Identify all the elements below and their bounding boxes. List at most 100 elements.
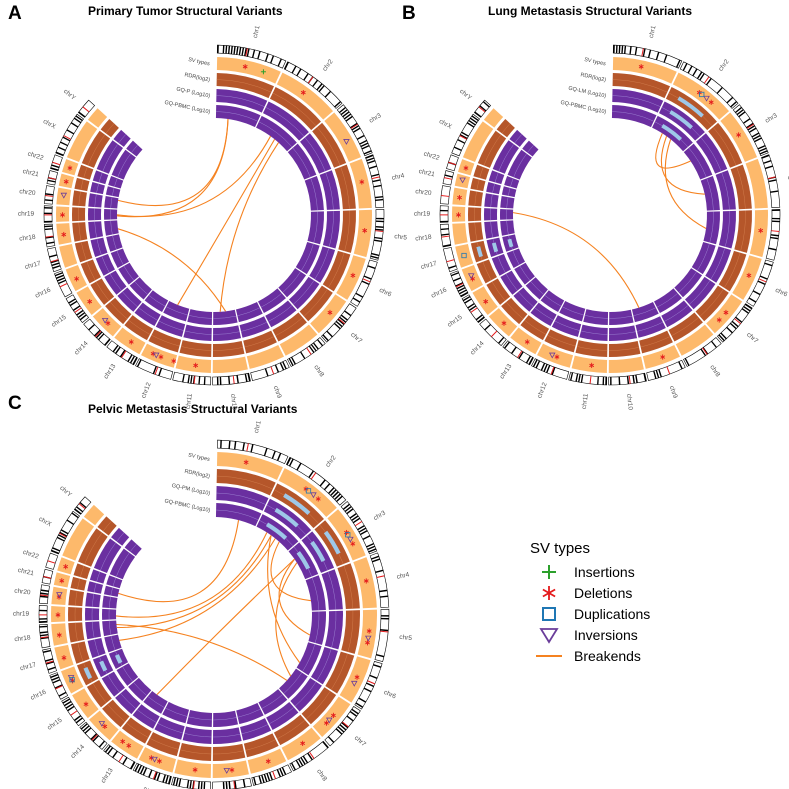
centromere bbox=[309, 751, 315, 759]
band bbox=[466, 122, 475, 128]
band bbox=[758, 147, 767, 152]
inversion-marker-chr20 bbox=[60, 192, 68, 199]
band bbox=[222, 45, 225, 54]
deletion-marker-chr7 bbox=[327, 309, 333, 316]
band bbox=[440, 209, 449, 212]
track-signal bbox=[710, 248, 726, 280]
gq-track-sample-chr1 bbox=[216, 486, 269, 511]
track-signal bbox=[609, 331, 636, 335]
deletion-marker-chr7 bbox=[723, 309, 729, 316]
band bbox=[40, 589, 49, 592]
track-signal bbox=[91, 621, 95, 639]
band bbox=[220, 440, 222, 449]
band bbox=[367, 545, 376, 551]
band bbox=[761, 154, 770, 159]
deletion-marker-chr12 bbox=[158, 354, 164, 360]
band bbox=[172, 777, 177, 786]
chromosome-label-chr8: chr8 bbox=[312, 364, 325, 379]
band bbox=[69, 300, 78, 307]
band bbox=[444, 174, 453, 178]
band bbox=[308, 345, 315, 353]
ideogram-chr11 bbox=[568, 371, 608, 386]
band bbox=[355, 292, 364, 298]
band bbox=[361, 280, 370, 286]
track-signal bbox=[96, 183, 99, 193]
gq-track-sample-chr10 bbox=[609, 325, 638, 341]
duplication-highlight-chr2 bbox=[265, 522, 288, 540]
band bbox=[203, 376, 206, 385]
chromosome-label-chr9: chr9 bbox=[668, 385, 679, 400]
deletion-marker-chr6 bbox=[354, 674, 360, 680]
chromosome-label-chr22: chr22 bbox=[423, 150, 441, 162]
band bbox=[51, 549, 60, 555]
band bbox=[453, 277, 461, 282]
band bbox=[40, 592, 49, 595]
band bbox=[352, 297, 361, 303]
panel-letter-c: C bbox=[8, 393, 22, 414]
band bbox=[759, 275, 768, 280]
centromere bbox=[44, 214, 53, 216]
duplication-highlight-chr3 bbox=[310, 540, 326, 563]
ideogram-chr17 bbox=[47, 247, 62, 273]
band bbox=[339, 724, 347, 731]
band bbox=[134, 763, 140, 772]
duplication-highlight-chr2 bbox=[669, 110, 693, 130]
centromere bbox=[43, 575, 52, 579]
legend-item-breakends: Breakends bbox=[528, 645, 650, 666]
inversion-marker-chr21 bbox=[459, 177, 466, 184]
band bbox=[178, 778, 182, 787]
band bbox=[76, 309, 84, 316]
chromosome-chr7: chr7 bbox=[279, 668, 367, 748]
legend-label-deletions: Deletions bbox=[574, 584, 633, 601]
band bbox=[471, 115, 479, 122]
band bbox=[244, 373, 248, 382]
rdr-track-chr6 bbox=[322, 250, 351, 292]
deletion-marker-chr14 bbox=[105, 320, 111, 326]
band bbox=[45, 661, 54, 665]
track-signal bbox=[501, 123, 511, 134]
track-signal bbox=[301, 243, 314, 271]
chromosome-label-chr11: chr11 bbox=[581, 393, 590, 410]
ideogram-chr19 bbox=[38, 605, 48, 623]
band bbox=[764, 262, 773, 267]
duplication-marker-chr16 bbox=[69, 677, 75, 683]
band bbox=[351, 125, 360, 131]
track-signal bbox=[706, 178, 714, 211]
legend-item-duplications: Duplications bbox=[528, 603, 650, 624]
band bbox=[362, 535, 371, 540]
chromosome-label-chr19: chr19 bbox=[414, 211, 431, 218]
track-signal bbox=[77, 578, 81, 590]
rdr-track-chr5 bbox=[341, 610, 360, 654]
track-signal bbox=[84, 532, 103, 565]
inversion-marker-chr3 bbox=[343, 139, 350, 145]
band bbox=[290, 762, 296, 771]
band bbox=[352, 127, 361, 133]
chromosome-label-chr10: chr10 bbox=[229, 394, 238, 411]
band bbox=[613, 45, 615, 54]
track-signal bbox=[328, 211, 334, 247]
band bbox=[682, 63, 688, 71]
track-signal bbox=[736, 166, 746, 209]
deletion-marker-chr5 bbox=[758, 228, 764, 234]
band bbox=[296, 68, 302, 77]
inversion-marker-chr10 bbox=[223, 768, 231, 774]
band bbox=[551, 367, 556, 376]
band bbox=[310, 344, 317, 352]
band bbox=[98, 740, 106, 748]
band bbox=[626, 375, 630, 385]
band bbox=[228, 440, 231, 449]
chromosome-label-chrY: chrY bbox=[458, 88, 473, 102]
band bbox=[621, 45, 624, 54]
centromere bbox=[380, 630, 389, 633]
sv-track-chr2 bbox=[276, 72, 334, 120]
band bbox=[345, 115, 353, 122]
band bbox=[482, 101, 490, 108]
centromere bbox=[232, 375, 235, 384]
sv-track-chr3 bbox=[324, 112, 362, 162]
band bbox=[39, 625, 48, 628]
band bbox=[92, 735, 99, 742]
track-label-0: SV types bbox=[584, 57, 607, 67]
band bbox=[44, 212, 53, 215]
chromosome-chr19: chr19 bbox=[414, 205, 514, 223]
rdr-track-chr7 bbox=[695, 285, 729, 322]
